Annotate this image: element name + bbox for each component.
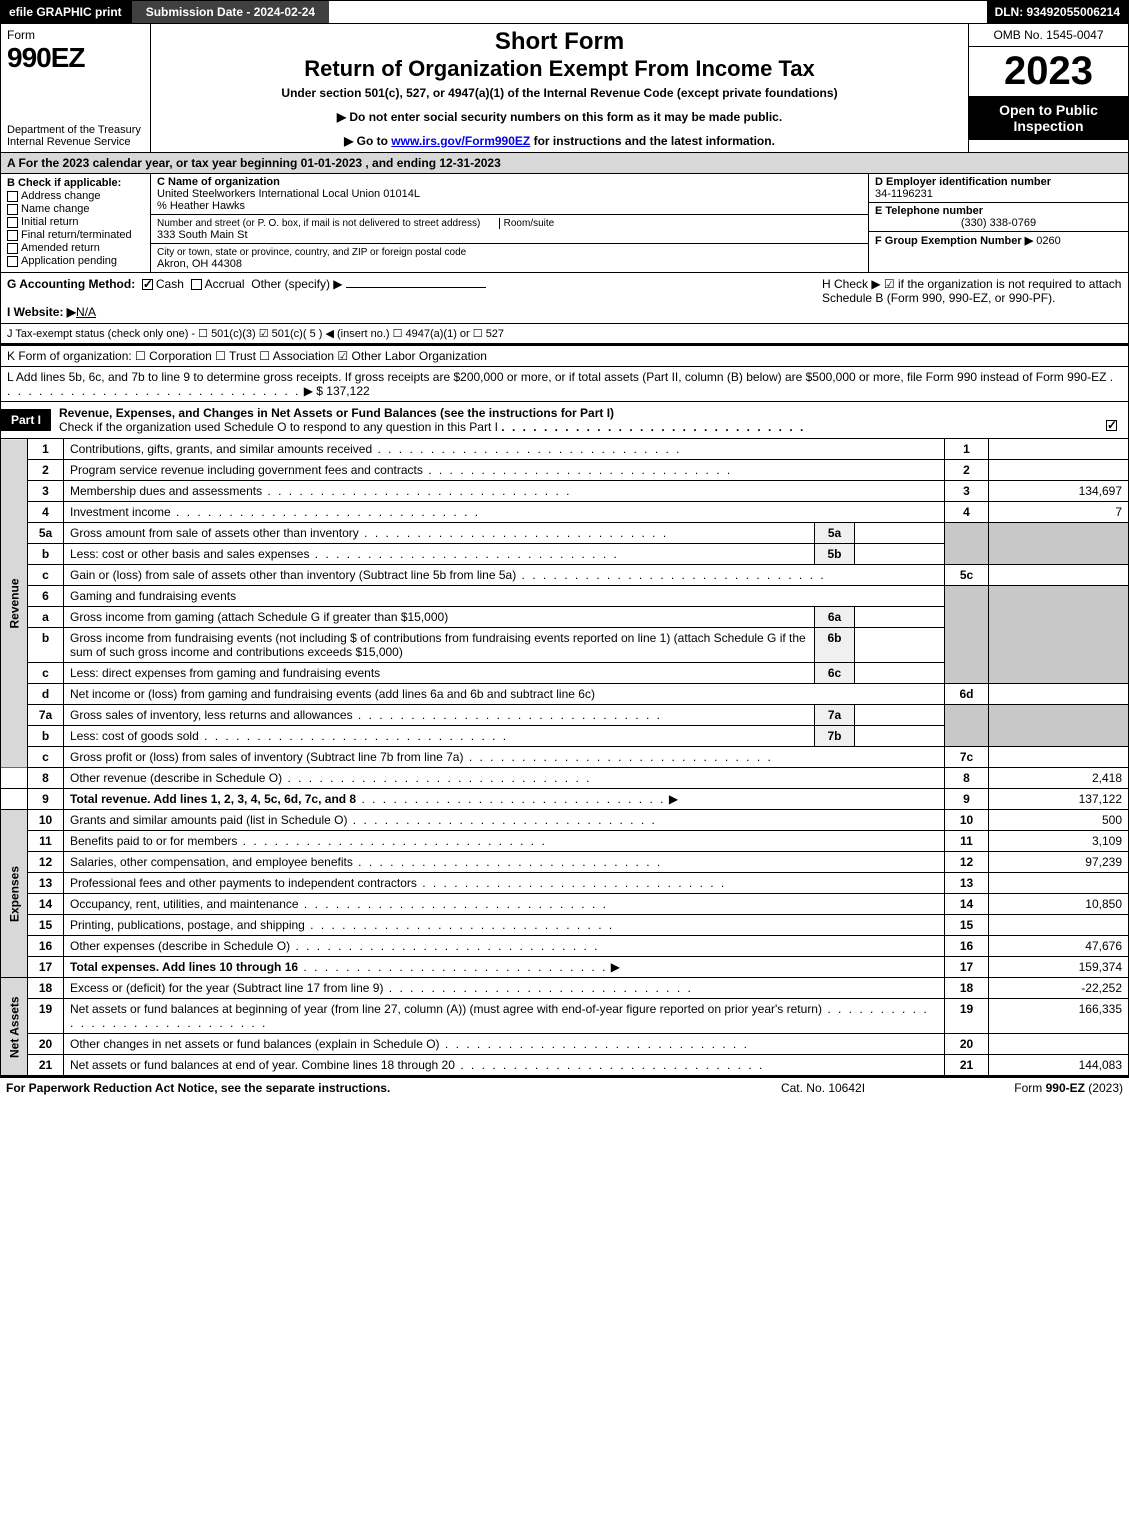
group-exemption: 0260 (1036, 235, 1060, 247)
efile-label[interactable]: efile GRAPHIC print (1, 1, 130, 23)
col-d-ein: D Employer identification number34-11962… (868, 174, 1128, 272)
val-8: 2,418 (989, 768, 1129, 789)
paperwork-notice: For Paperwork Reduction Act Notice, see … (6, 1081, 723, 1095)
form-word: Form (7, 28, 144, 42)
chk-cash[interactable] (142, 279, 153, 290)
short-form-label: Short Form (157, 28, 962, 56)
val-9: 137,122 (989, 789, 1129, 810)
inspection-label: Open to Public Inspection (969, 96, 1128, 140)
val-19: 166,335 (989, 999, 1129, 1034)
row-j-tax-status: J Tax-exempt status (check only one) - ☐… (0, 324, 1129, 344)
chk-application-pending[interactable] (7, 256, 18, 267)
chk-accrual[interactable] (191, 279, 202, 290)
form-title: Return of Organization Exempt From Incom… (157, 56, 962, 82)
tax-year: 2023 (969, 47, 1128, 96)
ssn-note: ▶ Do not enter social security numbers o… (157, 110, 962, 124)
val-4: 7 (989, 502, 1129, 523)
goto-note: ▶ Go to www.irs.gov/Form990EZ for instru… (157, 134, 962, 148)
val-10: 500 (989, 810, 1129, 831)
org-name: United Steelworkers International Local … (157, 188, 420, 200)
telephone: (330) 338-0769 (875, 217, 1122, 229)
chk-initial-return[interactable] (7, 217, 18, 228)
form-version: Form 990-EZ (2023) (923, 1081, 1123, 1095)
ein: 34-1196231 (875, 188, 933, 200)
chk-name-change[interactable] (7, 204, 18, 215)
val-16: 47,676 (989, 936, 1129, 957)
submission-date: Submission Date - 2024-02-24 (130, 1, 329, 23)
website: N/A (76, 305, 96, 319)
row-a: A For the 2023 calendar year, or tax yea… (0, 153, 1129, 174)
form-number: 990EZ (7, 42, 144, 74)
val-12: 97,239 (989, 852, 1129, 873)
val-17: 159,374 (989, 957, 1129, 978)
dln-label: DLN: 93492055006214 (987, 1, 1128, 23)
val-11: 3,109 (989, 831, 1129, 852)
row-k-form-of-org: K Form of organization: ☐ Corporation ☐ … (0, 344, 1129, 367)
form-subtitle: Under section 501(c), 527, or 4947(a)(1)… (157, 86, 962, 100)
top-bar: efile GRAPHIC print Submission Date - 20… (0, 0, 1129, 24)
form-header: Form 990EZ Department of the Treasury In… (0, 24, 1129, 153)
care-of: % Heather Hawks (157, 200, 245, 212)
revenue-sidelabel: Revenue (1, 439, 28, 768)
netassets-sidelabel: Net Assets (1, 978, 28, 1076)
department: Department of the Treasury Internal Reve… (7, 124, 144, 148)
val-18: -22,252 (989, 978, 1129, 999)
chk-schedule-o-part1[interactable] (1106, 420, 1117, 431)
part1-header: Part I Revenue, Expenses, and Changes in… (0, 402, 1129, 439)
chk-amended-return[interactable] (7, 243, 18, 254)
chk-final-return[interactable] (7, 230, 18, 241)
cat-no: Cat. No. 10642I (723, 1081, 923, 1095)
street-address: 333 South Main St (157, 229, 248, 241)
col-c-orgname: C Name of organizationUnited Steelworker… (151, 174, 868, 272)
part1-table: Revenue 1Contributions, gifts, grants, a… (0, 439, 1129, 1076)
org-info-row: B Check if applicable: Address change Na… (0, 174, 1129, 273)
irs-link[interactable]: www.irs.gov/Form990EZ (391, 134, 530, 148)
city-state-zip: Akron, OH 44308 (157, 258, 242, 270)
row-gh: G Accounting Method: Cash Accrual Other … (0, 273, 1129, 324)
col-b-applicable: B Check if applicable: Address change Na… (1, 174, 151, 272)
omb-number: OMB No. 1545-0047 (969, 24, 1128, 47)
chk-address-change[interactable] (7, 191, 18, 202)
val-3: 134,697 (989, 481, 1129, 502)
expenses-sidelabel: Expenses (1, 810, 28, 978)
val-14: 10,850 (989, 894, 1129, 915)
h-schedule-b: H Check ▶ ☑ if the organization is not r… (822, 277, 1122, 319)
val-21: 144,083 (989, 1055, 1129, 1076)
gross-receipts: ▶ $ 137,122 (304, 384, 370, 398)
page-footer: For Paperwork Reduction Act Notice, see … (0, 1076, 1129, 1098)
row-l-gross-receipts: L Add lines 5b, 6c, and 7b to line 9 to … (0, 367, 1129, 402)
